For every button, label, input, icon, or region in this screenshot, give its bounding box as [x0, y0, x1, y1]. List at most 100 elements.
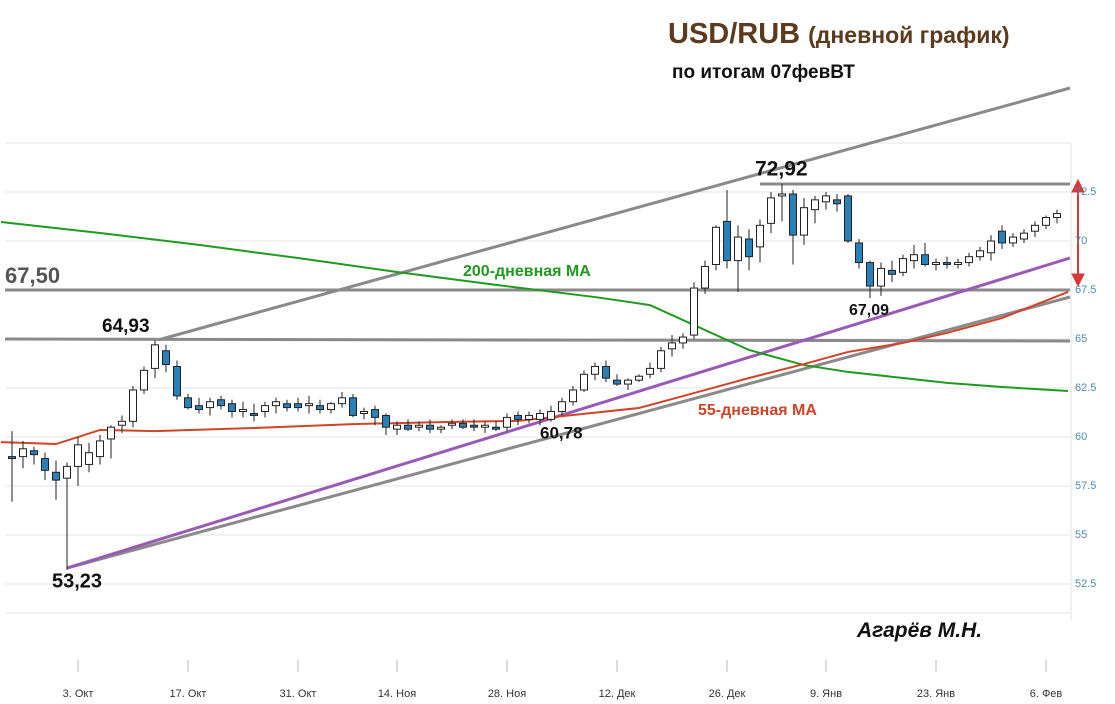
moving-average — [0, 291, 1069, 446]
candle-body — [888, 269, 896, 275]
candle-body — [151, 344, 159, 369]
candle-body — [459, 422, 467, 428]
candle-body — [437, 426, 445, 430]
candle-body — [382, 414, 390, 428]
annotation: 67,09 — [849, 302, 889, 319]
candle-body — [811, 199, 819, 211]
candle-body — [1031, 224, 1039, 232]
candle-body — [1009, 236, 1017, 244]
candle-body — [536, 412, 544, 420]
y-tick-label: 52.5 — [1075, 578, 1096, 590]
candle-body — [393, 424, 401, 430]
candle-body — [701, 265, 709, 289]
moving-average — [0, 220, 1069, 392]
y-tick-label: 72.5 — [1075, 186, 1096, 198]
x-tick-label: 26. Дек — [709, 688, 746, 700]
level-line — [4, 337, 1071, 343]
candle-body — [569, 389, 577, 403]
candle-body — [547, 411, 555, 420]
candle-body — [921, 254, 929, 266]
x-tick-label: 9. Янв — [810, 688, 842, 700]
chart-title: USD/RUB (дневной график) — [668, 18, 1010, 50]
y-tick-label: 62.5 — [1075, 382, 1096, 394]
candle-body — [679, 336, 687, 344]
candle-body — [712, 226, 720, 266]
candle-body — [723, 220, 731, 262]
x-tick-label: 23. Янв — [917, 688, 955, 700]
candle-body — [118, 420, 126, 426]
candle-body — [767, 197, 775, 224]
candle-body — [19, 448, 27, 458]
candle-body — [8, 456, 16, 460]
candle-body — [580, 373, 588, 391]
candle-body — [404, 424, 412, 430]
candle-body — [899, 258, 907, 273]
title: USD/RUB — [668, 18, 800, 50]
candle-body — [349, 397, 357, 416]
candle-body — [52, 471, 60, 481]
candle-body — [646, 367, 654, 375]
candle-body — [1020, 232, 1028, 240]
candle-body — [800, 207, 808, 236]
candle-body — [448, 422, 456, 426]
candle-body — [294, 403, 302, 409]
ma-label: 200-дневная MA — [463, 263, 591, 280]
candle-body — [789, 193, 797, 236]
candle-body — [866, 262, 874, 287]
candle-body — [162, 350, 170, 365]
candle-body — [250, 412, 258, 416]
candle-body — [756, 224, 764, 248]
candle-body — [657, 350, 665, 369]
candle-body — [360, 411, 368, 414]
annotation: 60,78 — [540, 423, 583, 442]
x-tick-label: 28. Ноя — [488, 688, 526, 700]
candle-body — [195, 405, 203, 411]
candle-body — [514, 414, 522, 420]
y-tick-label: 55 — [1075, 529, 1087, 541]
candle-body — [96, 440, 104, 458]
candle-body — [228, 403, 236, 413]
x-tick-label: 12. Дек — [599, 688, 636, 700]
candle-body — [910, 254, 918, 262]
ma-label: 55-дневная MA — [698, 402, 817, 419]
candle-body — [173, 365, 181, 397]
candle-body — [624, 379, 632, 385]
candle-body — [844, 195, 852, 242]
annotation: 53,23 — [52, 570, 102, 592]
candle-body — [602, 365, 610, 379]
candle-body — [140, 369, 148, 391]
grid — [5, 191, 1070, 585]
candle-body — [217, 399, 225, 407]
candle-body — [822, 195, 830, 203]
candle-body — [965, 256, 973, 264]
candle-body — [778, 193, 786, 197]
candle-body — [426, 424, 434, 430]
candle-body — [877, 267, 885, 287]
candle-body — [206, 401, 214, 409]
x-tick-label: 31. Окт — [280, 688, 317, 700]
y-tick-label: 60 — [1075, 431, 1087, 443]
candle-body — [525, 414, 533, 420]
candle-body — [74, 444, 82, 467]
candle-body — [272, 401, 280, 407]
candle-body — [976, 250, 984, 258]
candle-body — [998, 230, 1006, 244]
annotation: 67,50 — [5, 263, 60, 288]
x-tick-label: 6. Фев — [1030, 688, 1063, 700]
candle-body — [591, 365, 599, 375]
y-tick-label: 57.5 — [1075, 480, 1096, 492]
candle-body — [481, 424, 489, 428]
candle-body — [492, 426, 500, 430]
support-line — [66, 256, 1071, 570]
candle-body — [954, 262, 962, 266]
candle-body — [613, 379, 621, 385]
annotation: 64,93 — [102, 316, 150, 337]
candle-body — [30, 450, 38, 456]
candle-body — [41, 458, 49, 471]
candle-body — [239, 409, 247, 413]
candle-body — [261, 405, 269, 413]
candle-body — [668, 342, 676, 350]
annotation: 72,92 — [755, 158, 808, 181]
range-arrow — [1071, 178, 1085, 288]
